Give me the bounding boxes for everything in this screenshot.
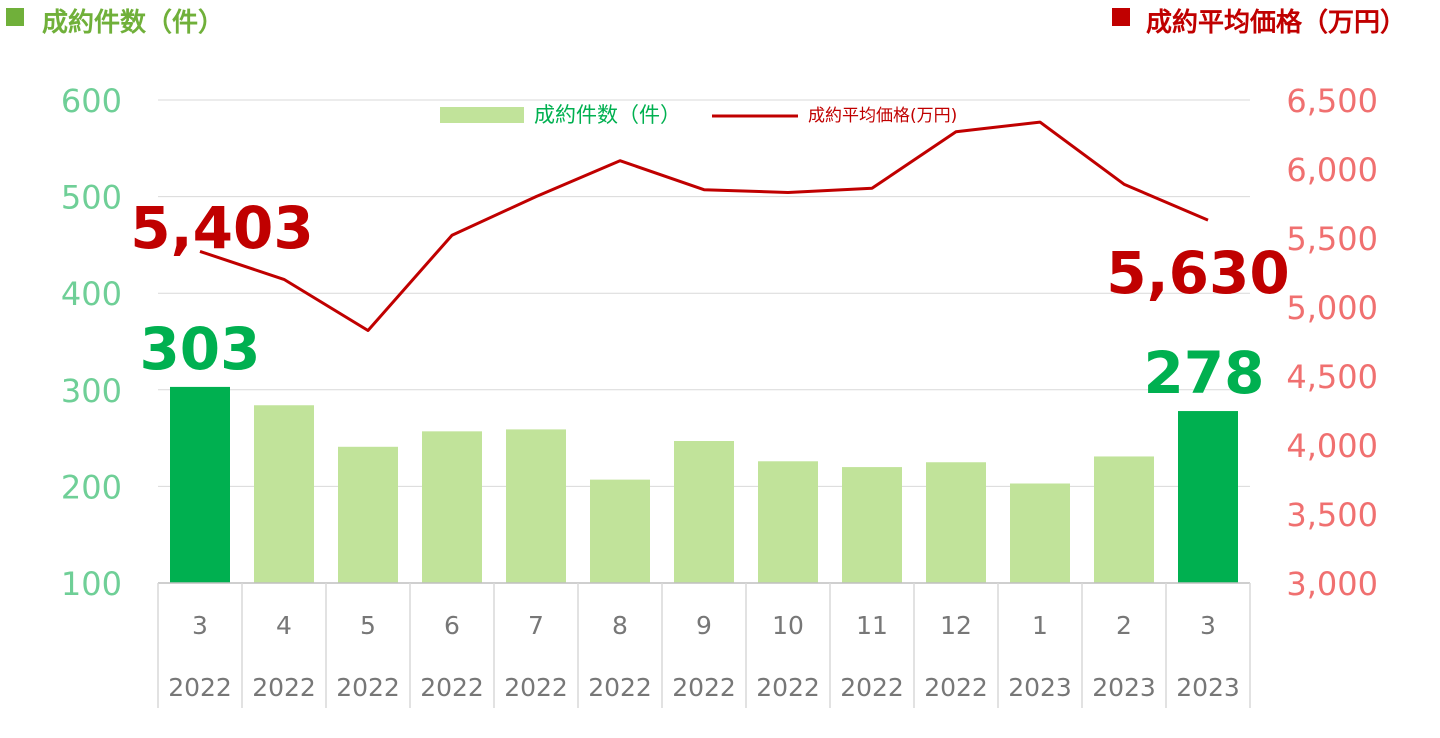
bar: [674, 440, 734, 583]
x-year-label: 2022: [168, 673, 232, 702]
x-tick-label: 2: [1116, 611, 1132, 640]
bar: [254, 405, 314, 583]
legend-bar-label: 成約件数（件）: [534, 103, 681, 127]
right-tick-label: 4,500: [1286, 358, 1378, 396]
first-price-value-label: 5,403: [130, 194, 313, 262]
last-price-value-label: 5,630: [1106, 239, 1289, 307]
bar: [926, 462, 986, 583]
bar: [506, 429, 566, 583]
right-tick-label: 3,000: [1286, 565, 1378, 603]
legend: 成約件数（件） 成約平均価格(万円): [440, 103, 957, 127]
x-tick-label: 3: [1200, 611, 1216, 640]
bar-series: [170, 386, 1238, 583]
x-axis: 3 2022 4 2022 5 2022 6 2022 7 2022 8 2022 9 2022 10 202…: [157, 582, 1251, 708]
x-year-label: 2022: [672, 673, 736, 702]
left-axis-title: 成約件数（件）: [42, 8, 225, 38]
x-tick-label: 12: [940, 611, 972, 640]
left-axis: 100 200 300 400 500 600: [61, 82, 122, 603]
x-year-label: 2022: [420, 673, 484, 702]
left-tick-label: 300: [61, 372, 122, 410]
bar: [1010, 483, 1070, 583]
right-tick-label: 4,000: [1286, 427, 1378, 465]
left-tick-label: 600: [61, 82, 122, 120]
bar: [842, 467, 902, 583]
left-tick-label: 500: [61, 179, 122, 217]
legend-bar-swatch: [440, 107, 524, 123]
left-tick-label: 100: [61, 565, 122, 603]
bar: [170, 386, 230, 583]
x-tick-label: 7: [528, 611, 544, 640]
right-tick-label: 6,000: [1286, 151, 1378, 189]
bar: [590, 479, 650, 583]
right-tick-label: 5,500: [1286, 220, 1378, 258]
last-bar-value-label: 278: [1143, 339, 1264, 407]
x-year-label: 2022: [924, 673, 988, 702]
right-axis-title: 成約平均価格（万円）: [1146, 8, 1407, 38]
x-year-label: 2023: [1092, 673, 1156, 702]
right-tick-label: 6,500: [1286, 82, 1378, 120]
first-bar-value-label: 303: [139, 315, 260, 383]
x-year-label: 2022: [840, 673, 904, 702]
x-tick-label: 10: [772, 611, 804, 640]
x-tick-label: 1: [1032, 611, 1048, 640]
x-tick-label: 3: [192, 611, 208, 640]
x-year-label: 2022: [588, 673, 652, 702]
x-tick-label: 8: [612, 611, 628, 640]
callouts: 303 278 5,403 5,630: [130, 194, 1289, 407]
left-tick-label: 200: [61, 468, 122, 506]
left-tick-label: 400: [61, 275, 122, 313]
bar: [338, 446, 398, 583]
x-year-label: 2022: [252, 673, 316, 702]
right-axis: 3,000 3,500 4,000 4,500 5,000 5,500 6,000 6,500: [1286, 82, 1378, 603]
x-tick-label: 9: [696, 611, 712, 640]
bar: [758, 461, 818, 583]
x-tick-label: 6: [444, 611, 460, 640]
right-tick-label: 3,500: [1286, 496, 1378, 534]
x-year-label: 2022: [504, 673, 568, 702]
right-title-square-icon: [1112, 8, 1130, 26]
bar: [1094, 456, 1154, 583]
legend-line-label: 成約平均価格(万円): [808, 106, 957, 126]
x-year-label: 2023: [1176, 673, 1240, 702]
line-series: [199, 120, 1209, 332]
bar: [422, 431, 482, 583]
x-tick-label: 5: [360, 611, 376, 640]
x-tick-label: 11: [856, 611, 888, 640]
left-title-square-icon: [6, 8, 24, 26]
x-year-label: 2023: [1008, 673, 1072, 702]
x-tick-label: 4: [276, 611, 292, 640]
x-year-label: 2022: [756, 673, 820, 702]
right-tick-label: 5,000: [1286, 289, 1378, 327]
x-year-label: 2022: [336, 673, 400, 702]
price-line: [199, 120, 1209, 332]
bar: [1178, 411, 1238, 583]
